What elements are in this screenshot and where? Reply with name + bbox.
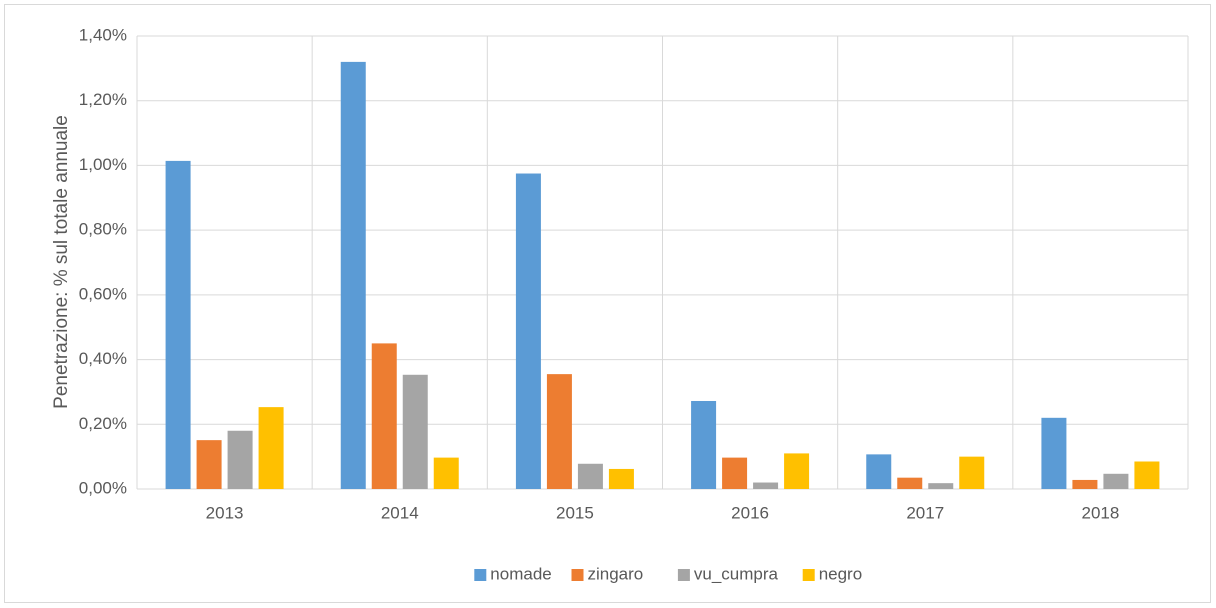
legend-swatch	[802, 569, 815, 581]
chart-border	[4, 4, 1211, 603]
bar	[722, 457, 748, 489]
bar	[897, 477, 923, 489]
x-tick-label: 2014	[381, 503, 419, 522]
x-tick-label: 2017	[906, 503, 944, 522]
bar	[577, 463, 603, 489]
bar	[1072, 479, 1098, 489]
bar	[433, 457, 459, 489]
bar	[753, 482, 779, 489]
bar	[959, 456, 985, 489]
bar	[608, 468, 634, 489]
bar	[340, 61, 366, 490]
x-tick-label: 2013	[206, 503, 244, 522]
legend-label: negro	[819, 564, 862, 583]
y-tick-label: 0,00%	[79, 478, 127, 497]
bar	[402, 374, 428, 489]
bar	[546, 374, 572, 489]
legend-label: vu_cumpra	[694, 564, 779, 583]
bar	[1103, 473, 1129, 489]
legend-swatch	[677, 569, 690, 581]
bar	[1041, 417, 1067, 489]
bar	[866, 454, 892, 489]
y-tick-label: 1,20%	[79, 90, 127, 109]
bar	[371, 343, 397, 489]
y-tick-label: 0,40%	[79, 349, 127, 368]
bar	[928, 483, 954, 489]
x-tick-label: 2015	[556, 503, 594, 522]
legend-label: nomade	[490, 564, 551, 583]
y-tick-label: 0,20%	[79, 414, 127, 433]
bar	[515, 173, 541, 489]
y-tick-label: 0,60%	[79, 284, 127, 303]
bar	[227, 430, 253, 489]
x-tick-label: 2018	[1082, 503, 1120, 522]
bar	[258, 407, 284, 489]
bar	[784, 453, 810, 489]
bar	[196, 440, 222, 489]
legend-swatch	[474, 569, 487, 581]
legend-label: zingaro	[588, 564, 644, 583]
y-axis-title: Penetrazione: % sul totale annuale	[51, 115, 72, 409]
bar	[691, 400, 717, 489]
x-tick-label: 2016	[731, 503, 769, 522]
legend-swatch	[571, 569, 584, 581]
y-tick-label: 0,80%	[79, 220, 127, 239]
y-tick-label: 1,00%	[79, 155, 127, 174]
y-tick-label: 1,40%	[79, 25, 127, 44]
bar	[165, 160, 191, 490]
bar	[1134, 461, 1160, 489]
